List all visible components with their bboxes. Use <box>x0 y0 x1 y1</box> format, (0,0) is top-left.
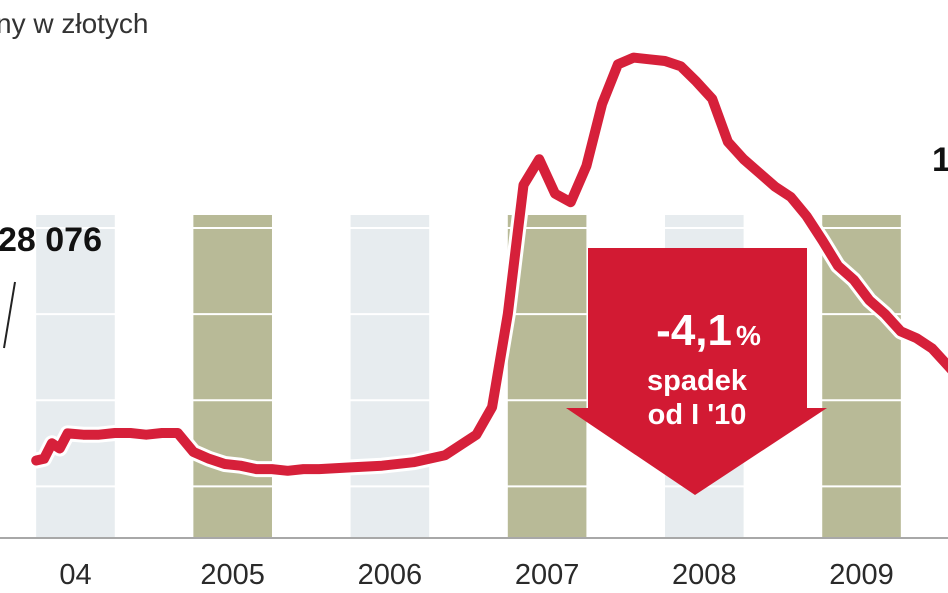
x-tick-label: 2008 <box>672 559 737 591</box>
price-series <box>28 49 948 479</box>
gridlines <box>0 140 948 488</box>
annotation-line1: spadek <box>647 365 748 397</box>
x-tick-label: 04 <box>59 559 91 591</box>
year-band-2005 <box>193 215 272 538</box>
x-tick-label: 2006 <box>358 559 423 591</box>
annotation-value: -4,1 <box>656 306 732 355</box>
down-arrow <box>566 248 827 495</box>
x-tick-label: 2005 <box>200 559 265 591</box>
value-label-end: 1 <box>932 141 948 179</box>
series-line <box>31 52 948 476</box>
year-band-2006 <box>350 215 430 538</box>
x-tick-label: 2009 <box>829 559 894 591</box>
chart-subtitle: ny w złotych <box>0 8 149 39</box>
annotation-percent: % <box>736 320 761 351</box>
x-ticks: 042005200620072008200920 <box>59 559 894 591</box>
value-label-start: 28 076 <box>0 221 102 259</box>
value-pointer-line <box>3 281 16 349</box>
annotation-line2: od I '10 <box>648 399 747 431</box>
x-tick-label: 2007 <box>515 559 580 591</box>
year-band-2004 <box>36 215 115 538</box>
decline-annotation: -4,1 % spadek od I '10 <box>566 248 827 495</box>
